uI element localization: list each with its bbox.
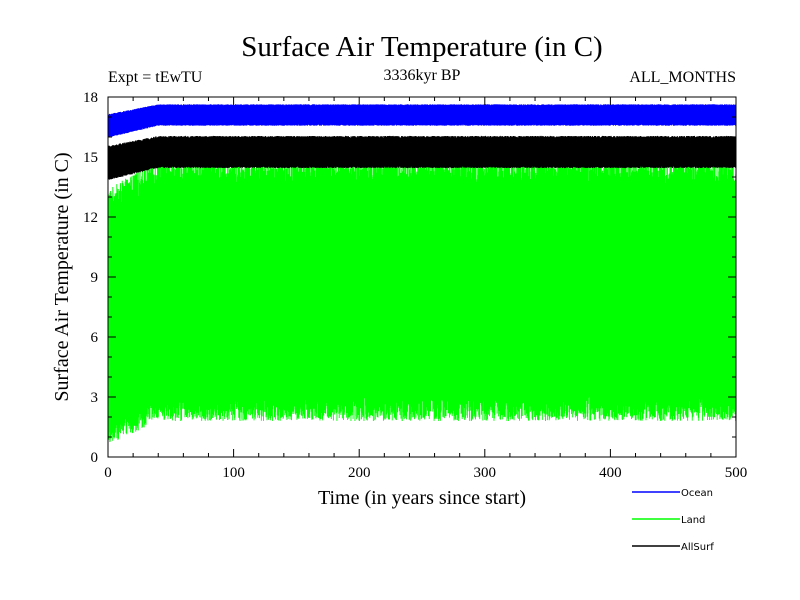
series-layer (107, 104, 737, 442)
legend-label-ocean: Ocean (681, 488, 713, 499)
y-axis-label: Surface Air Temperature (in C) (51, 152, 73, 401)
months-label: ALL_MONTHS (629, 69, 736, 86)
y-tick-label: 15 (83, 150, 98, 166)
x-axis-label: Time (in years since start) (318, 487, 526, 509)
y-tick-label: 18 (83, 90, 98, 106)
x-tick-label: 0 (104, 465, 112, 481)
series-line-ocean (107, 104, 737, 138)
legend: Ocean Land AllSurf (632, 488, 714, 553)
x-ticks: 0 100 200 300 400 500 (104, 97, 747, 481)
x-tick-label: 400 (599, 465, 622, 481)
series-line-land (107, 158, 737, 442)
x-tick-label: 300 (474, 465, 497, 481)
y-ticks: 0 3 6 9 12 15 18 (83, 90, 736, 466)
series-line-allsurf (107, 135, 737, 180)
y-tick-label: 6 (91, 330, 99, 346)
experiment-label: Expt = tEwTU (108, 69, 203, 86)
y-tick-label: 3 (91, 390, 99, 406)
x-tick-label: 200 (348, 465, 371, 481)
y-tick-label: 0 (91, 450, 99, 466)
chart-title: Surface Air Temperature (in C) (241, 31, 602, 63)
legend-label-land: Land (681, 515, 705, 526)
x-tick-label: 100 (222, 465, 245, 481)
time-period-label: 3336kyr BP (384, 67, 461, 84)
y-tick-label: 12 (83, 210, 98, 226)
y-tick-label: 9 (91, 270, 99, 286)
legend-label-allsurf: AllSurf (681, 542, 714, 553)
x-tick-label: 500 (725, 465, 748, 481)
